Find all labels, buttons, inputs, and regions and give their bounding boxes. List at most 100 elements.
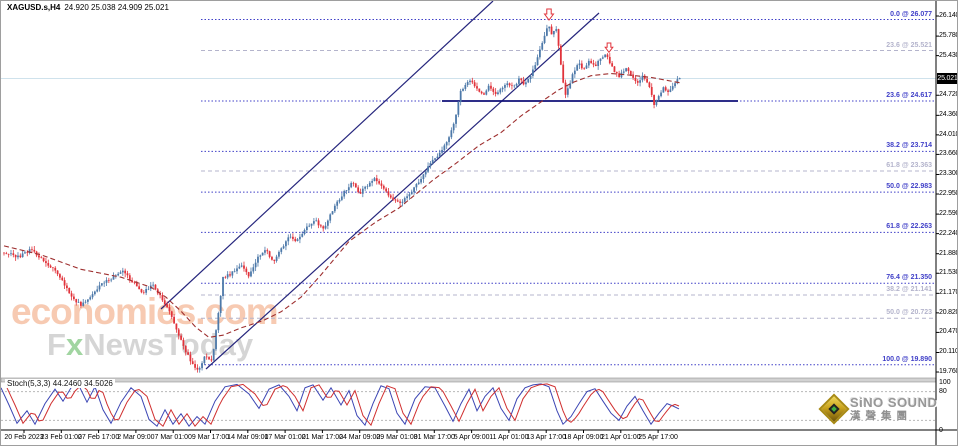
candle-down	[396, 200, 399, 202]
main-pane[interactable]	[1, 1, 936, 373]
candle-up	[117, 273, 120, 276]
candle-up	[103, 282, 106, 284]
candle-up	[450, 130, 453, 138]
candle-up	[366, 186, 369, 187]
candle-down	[38, 255, 40, 258]
candle-down	[135, 282, 138, 287]
watermark-fx-x: x	[65, 327, 84, 362]
candle-up	[571, 74, 574, 84]
price-axis-label: 20.820	[939, 308, 958, 316]
price-axis-label: 21.170	[939, 289, 958, 297]
candle-up	[347, 187, 350, 191]
candle-down	[594, 64, 597, 67]
candle-up	[434, 158, 436, 160]
candle-down	[124, 270, 127, 274]
candle-up	[401, 201, 404, 203]
stochastic-label: Stoch(5,3,3) 44.2460 34.5026	[5, 379, 115, 388]
candle-up	[569, 83, 572, 89]
candle-up	[622, 71, 625, 73]
price-axis-label: 25.780	[939, 32, 958, 40]
candle-up	[406, 196, 408, 199]
broker-name-chinese: 漢聲集團	[850, 410, 912, 422]
time-axis-label: 9 Mar 17:00	[191, 434, 230, 441]
candle-down	[128, 275, 131, 281]
candle-down	[45, 261, 47, 264]
candle-down	[54, 267, 57, 271]
candle-up	[499, 89, 502, 93]
candle-down	[613, 66, 616, 73]
candle-up	[408, 194, 411, 197]
candle-up	[259, 255, 262, 257]
candle-down	[385, 188, 388, 192]
candle-up	[236, 268, 238, 272]
candle-down	[476, 86, 478, 89]
price-axis-label: 24.360	[939, 111, 958, 119]
candle-down	[382, 185, 385, 189]
candle-down	[68, 288, 71, 294]
candle-up	[285, 241, 287, 247]
price-axis-label: 21.880	[939, 249, 958, 257]
candle-down	[611, 63, 614, 67]
candle-up	[427, 166, 429, 172]
price-axis-label: 22.240	[939, 229, 958, 237]
candle-up	[462, 88, 464, 91]
candle-down	[357, 187, 360, 193]
candle-up	[329, 214, 332, 221]
candle-down	[636, 81, 639, 83]
candle-up	[215, 330, 217, 350]
candle-down	[142, 292, 145, 293]
candle-up	[543, 35, 546, 43]
candle-up	[487, 85, 490, 91]
time-axis-label: 29 Mar 01:00	[376, 434, 418, 441]
candle-up	[455, 114, 457, 124]
candle-down	[492, 88, 495, 92]
candle-up	[457, 102, 460, 115]
candle-down	[154, 284, 157, 290]
candle-down	[319, 225, 322, 227]
chart-title: XAGUSD.s,H4 24.920 25.038 24.909 25.021	[5, 3, 171, 12]
candle-down	[389, 195, 392, 198]
candle-up	[203, 356, 206, 364]
moving-average-line[interactable]	[3, 72, 682, 338]
price-axis-label: 23.660	[939, 150, 958, 158]
time-axis-label: 18 Apr 09:00	[563, 434, 604, 441]
candle-up	[552, 30, 555, 35]
candle-up	[233, 271, 236, 272]
candle-down	[564, 82, 567, 95]
candle-down	[187, 352, 189, 355]
candle-up	[445, 142, 448, 146]
candle-down	[478, 88, 481, 92]
candle-up	[660, 92, 662, 97]
candle-up	[226, 274, 229, 278]
trend-channel-line[interactable]	[205, 12, 600, 370]
candle-down	[471, 80, 474, 83]
candle-up	[506, 83, 509, 86]
candle-down	[79, 301, 82, 306]
candle-up	[459, 90, 462, 103]
candle-up	[287, 237, 290, 242]
time-axis[interactable]: 20 Feb 2023 23 Feb 01:00 27 Feb 17:00 2 Mar…	[1, 430, 957, 445]
candle-up	[415, 184, 418, 188]
candle-down	[520, 78, 523, 81]
candle-up	[119, 272, 122, 274]
candle-down	[606, 54, 609, 57]
price-axis-label: 24.720	[939, 91, 958, 99]
candle-up	[282, 246, 285, 249]
candle-down	[294, 238, 297, 241]
candle-down	[191, 361, 194, 365]
trend-channel-line[interactable]	[160, 1, 494, 310]
candle-down	[7, 254, 10, 255]
stochastic-pane[interactable]	[1, 383, 936, 428]
broker-name: SiNO SOUND	[850, 395, 938, 410]
candle-up	[587, 60, 590, 66]
candle-up	[555, 29, 558, 31]
candle-up	[371, 181, 374, 183]
candle-down	[490, 85, 492, 89]
price-axis[interactable]: 26.140 25.780 25.430 24.720 24.360 24.010 23.6…	[936, 1, 958, 430]
pane-splitter[interactable]	[1, 377, 937, 383]
candle-up	[238, 266, 241, 269]
candle-up	[548, 26, 551, 29]
candle-up	[597, 60, 600, 67]
candle-down	[49, 265, 52, 268]
